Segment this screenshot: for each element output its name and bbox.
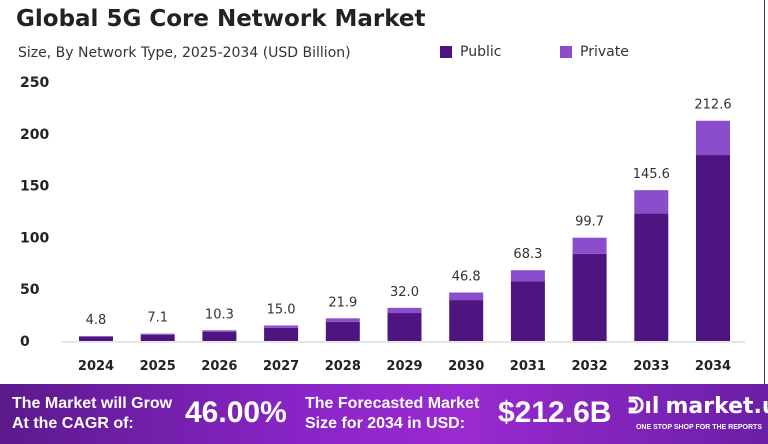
data-label: 68.3 xyxy=(513,247,542,262)
bar-private xyxy=(140,333,175,335)
bar-public xyxy=(634,213,669,341)
bar-private xyxy=(202,330,237,332)
bar-public xyxy=(202,331,237,341)
forecast-label-line: Size for 2034 in USD: xyxy=(305,415,466,432)
bar-public xyxy=(264,327,299,341)
bar-private xyxy=(510,270,545,282)
bar-private xyxy=(264,325,299,328)
legend-swatch-public xyxy=(440,46,452,58)
x-tick-label: 2032 xyxy=(572,359,608,374)
data-label: 99.7 xyxy=(575,215,604,230)
data-label: 46.8 xyxy=(452,270,481,285)
bar-private xyxy=(387,307,422,314)
logo-tagline: ONE STOP SHOP FOR THE REPORTS xyxy=(635,424,762,431)
x-tick-label: 2031 xyxy=(510,359,546,374)
bar-public xyxy=(140,334,175,341)
data-label: 145.6 xyxy=(633,167,670,182)
forecast-label-line: The Forecasted Market xyxy=(305,395,480,412)
bar-private xyxy=(634,190,669,214)
forecast-label: The Forecasted Market Size for 2034 in US… xyxy=(305,394,479,434)
bar-public xyxy=(449,300,484,341)
data-label: 32.0 xyxy=(390,285,419,300)
summary-banner: The Market will Grow At the CAGR of: 46.0… xyxy=(0,384,768,444)
data-label: 212.6 xyxy=(694,98,731,113)
cagr-label-line: At the CAGR of: xyxy=(12,415,134,432)
data-label: 15.0 xyxy=(267,302,296,317)
chart-plot: 0 50 100 150 200 250 4.8 2024 7.1 2025 10.3 2026 15.… xyxy=(20,75,745,374)
legend-public: Public xyxy=(440,44,501,60)
cagr-label-line: The Market will Grow xyxy=(12,395,173,412)
legend-label: Public xyxy=(460,44,502,60)
chart-title: Global 5G Core Network Market xyxy=(16,6,426,32)
x-tick-label: 2024 xyxy=(78,359,114,374)
data-label: 4.8 xyxy=(86,313,107,328)
x-tick-label: 2026 xyxy=(201,359,237,374)
cagr-value: 46.00% xyxy=(185,396,287,429)
y-tick-label: 200 xyxy=(20,127,49,143)
x-tick-label: 2029 xyxy=(386,359,422,374)
chart-subtitle: Size, By Network Type, 2025-2034 (USD Bi… xyxy=(18,45,351,61)
data-label: 21.9 xyxy=(328,295,357,310)
cagr-label: The Market will Grow At the CAGR of: xyxy=(12,394,172,434)
data-label: 10.3 xyxy=(205,307,234,322)
x-tick-label: 2033 xyxy=(633,359,669,374)
bar-public xyxy=(510,281,545,341)
y-tick-label: 150 xyxy=(20,179,49,195)
y-tick-label: 0 xyxy=(20,334,30,350)
legend-label: Private xyxy=(580,44,629,60)
data-label: 7.1 xyxy=(147,311,168,326)
x-tick-label: 2025 xyxy=(140,359,176,374)
bar-private xyxy=(79,336,113,337)
bar-public xyxy=(387,313,422,341)
x-tick-label: 2028 xyxy=(325,359,361,374)
y-tick-label: 100 xyxy=(20,230,49,246)
y-tick-label: 250 xyxy=(20,75,49,91)
legend-swatch-private xyxy=(560,46,572,58)
logo-text: market.us xyxy=(665,394,768,419)
logo-icon: ᕲıl xyxy=(628,394,660,419)
y-tick-label: 50 xyxy=(20,282,40,298)
bar-private xyxy=(572,237,607,254)
bar-public xyxy=(79,336,113,341)
x-tick-label: 2027 xyxy=(263,359,299,374)
bar-public xyxy=(572,253,607,341)
bar-public xyxy=(696,155,730,341)
legend-private: Private xyxy=(560,44,629,60)
bar-private xyxy=(696,120,730,156)
bar-public xyxy=(325,321,360,341)
bar-private xyxy=(325,318,360,322)
forecast-value: $212.6B xyxy=(498,396,612,429)
bar-private xyxy=(449,292,484,301)
x-tick-label: 2034 xyxy=(695,359,731,374)
frame-border xyxy=(764,0,765,384)
x-tick-label: 2030 xyxy=(448,359,484,374)
